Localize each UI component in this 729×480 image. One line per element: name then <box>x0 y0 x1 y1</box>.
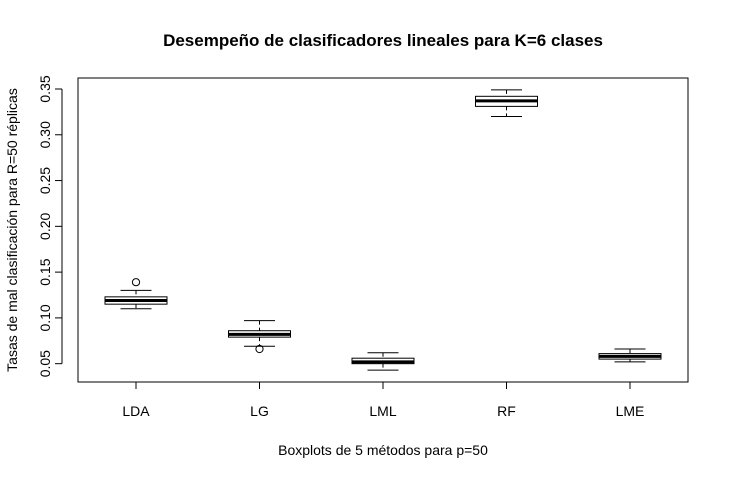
y-axis: 0.05 0.10 0.15 0.20 0.25 0.30 0.35 <box>37 75 63 377</box>
y-tick-label: 0.30 <box>37 121 53 148</box>
x-axis-label: Boxplots de 5 métodos para p=50 <box>278 442 488 458</box>
x-tick-label: LME <box>616 403 645 419</box>
y-tick-label: 0.05 <box>37 350 53 377</box>
y-axis-label: Tasas de mal clasificación para R=50 rép… <box>4 88 20 372</box>
boxes <box>104 89 662 371</box>
box-group-lml <box>351 352 415 371</box>
chart-title: Desempeño de clasificadores lineales par… <box>163 31 603 50</box>
box-group-rf <box>475 89 538 117</box>
x-tick-label: RF <box>497 403 516 419</box>
outlier-point <box>131 278 141 287</box>
box-group-lg <box>228 320 291 354</box>
box-group-lda <box>104 278 168 310</box>
y-tick-label: 0.15 <box>37 258 53 285</box>
y-tick-label: 0.25 <box>37 167 53 194</box>
outlier-point <box>255 344 264 354</box>
y-tick-label: 0.35 <box>37 75 53 102</box>
x-tick-label: LML <box>369 403 396 419</box>
x-tick-label: LDA <box>122 403 150 419</box>
y-tick-label: 0.10 <box>37 304 53 331</box>
y-tick-label: 0.20 <box>37 213 53 240</box>
box-group-lme <box>598 348 662 363</box>
x-axis: LDA LG LML RF LME <box>122 381 645 419</box>
plot-frame <box>77 77 689 383</box>
x-tick-label: LG <box>250 403 269 419</box>
